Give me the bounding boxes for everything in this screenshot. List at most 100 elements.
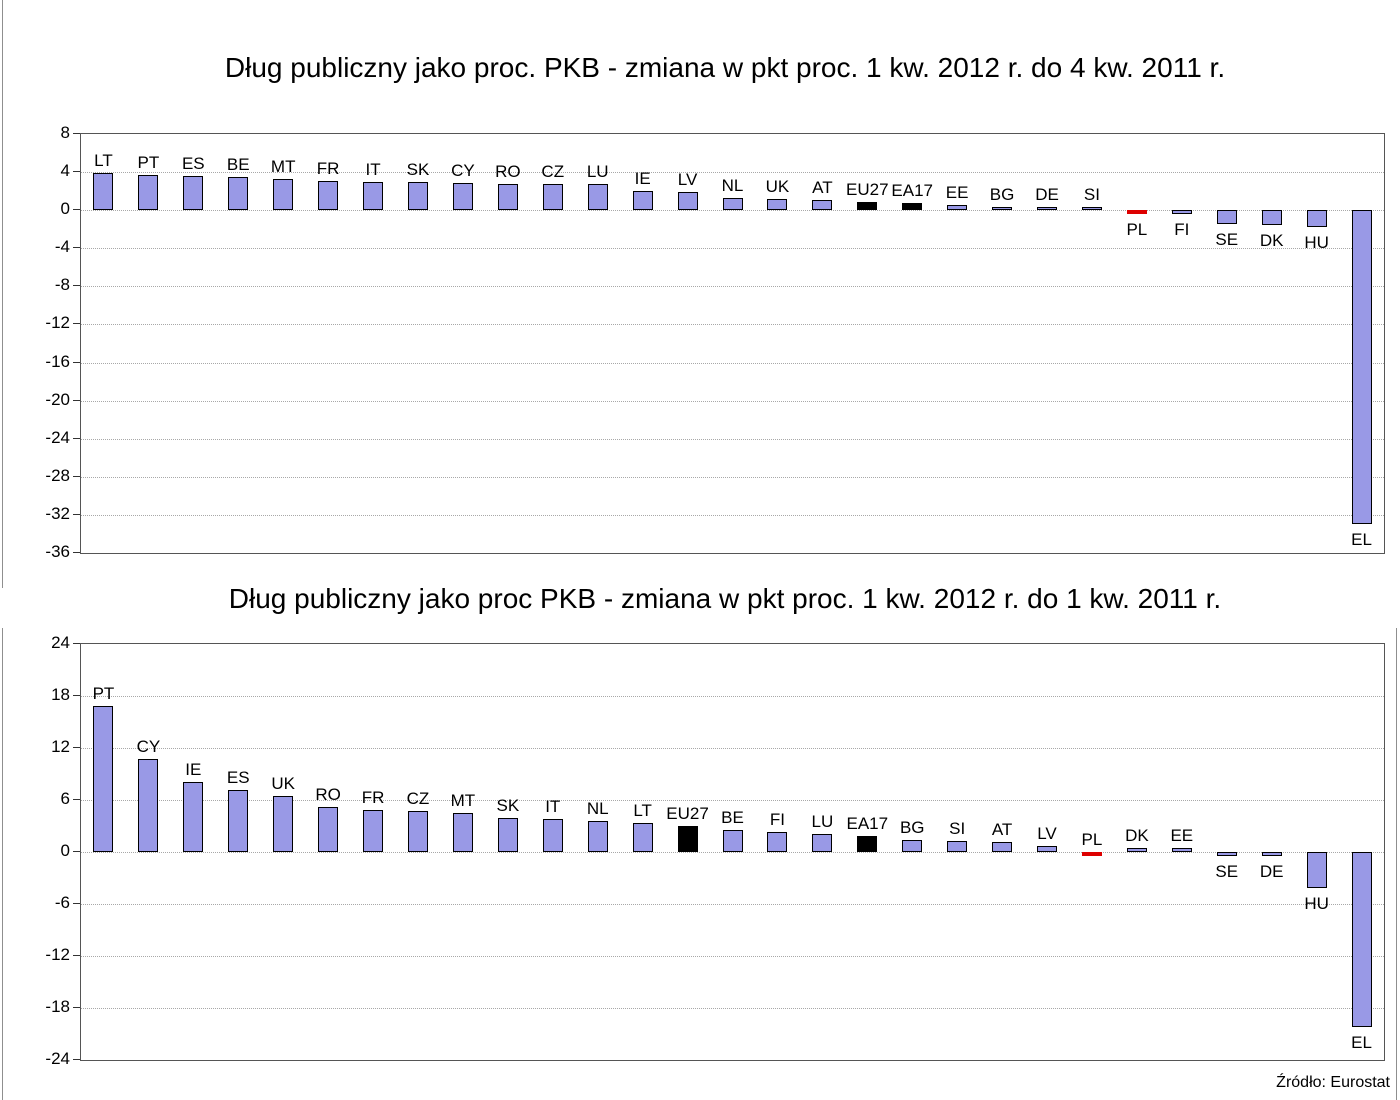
y-tick-mark — [73, 695, 80, 696]
y-tick-mark — [73, 513, 80, 515]
bar-FR — [363, 810, 384, 852]
y-tick-mark — [73, 851, 80, 852]
bar-AT — [992, 841, 1013, 852]
y-tick-label--18: -18 — [45, 997, 70, 1016]
bar-label-PL: PL — [1126, 219, 1148, 239]
bar-RO — [497, 183, 518, 211]
y-tick-mark — [73, 1059, 80, 1060]
y-tick-label--20: -20 — [45, 389, 70, 409]
bar-label-BE: BE — [226, 154, 250, 174]
y-tick-label--12: -12 — [45, 313, 70, 333]
bar-CZ — [542, 184, 563, 211]
y-tick-label--36: -36 — [45, 542, 70, 561]
bar-label-CZ: CZ — [406, 789, 430, 809]
bar-label-LU: LU — [811, 811, 834, 831]
y-tick-mark — [73, 171, 80, 173]
y-tick-label-18: 18 — [51, 685, 70, 704]
bar-label-UK: UK — [271, 773, 295, 793]
bar-IE — [183, 781, 204, 852]
bar-MT — [273, 178, 294, 211]
bar-label-LU: LU — [586, 162, 609, 182]
y-tick-mark — [73, 361, 80, 363]
bar-FI — [767, 832, 788, 852]
bar-label-NL: NL — [721, 175, 744, 195]
bar-label-BG: BG — [899, 817, 925, 837]
bar-label-LT: LT — [94, 151, 113, 171]
bar-label-DK: DK — [1125, 826, 1149, 846]
bar-label-SE: SE — [1215, 229, 1239, 249]
bar-NL — [587, 820, 608, 852]
bar-EE — [1171, 848, 1192, 852]
bar-HU — [1306, 852, 1327, 889]
y-tick-label--4: -4 — [54, 237, 70, 257]
y-tick-mark — [73, 747, 80, 748]
bar-MT — [452, 813, 473, 852]
bar-BE — [722, 830, 743, 852]
bar-label-DE: DE — [1035, 184, 1059, 204]
gridline--4 — [81, 248, 1384, 250]
bar-label-PT: PT — [92, 683, 115, 703]
y-tick-mark — [73, 209, 80, 211]
gridline-0 — [81, 852, 1384, 853]
bar-BG — [902, 839, 923, 852]
bar-LV — [677, 192, 698, 211]
bar-label-IE: IE — [185, 759, 202, 779]
bar-CY — [138, 759, 159, 852]
bar-label-EU27: EU27 — [846, 179, 889, 199]
y-tick-label--12: -12 — [45, 945, 70, 964]
bar-label-LT: LT — [633, 800, 652, 820]
bar-DE — [1037, 206, 1058, 211]
bar-label-MT: MT — [450, 791, 476, 810]
bar-EL — [1351, 210, 1372, 525]
y-tick-mark — [73, 955, 80, 956]
bar-IT — [363, 181, 384, 211]
bar-label-IT: IT — [545, 797, 561, 817]
y-tick-label--24: -24 — [45, 427, 70, 447]
bar-DE — [1261, 852, 1282, 857]
bar-label-UK: UK — [765, 176, 790, 196]
y-tick-label--24: -24 — [45, 1049, 70, 1068]
bar-BG — [992, 206, 1013, 211]
bar-label-EE: EE — [1170, 826, 1194, 846]
bar-label-EE: EE — [945, 183, 969, 203]
bar-SE — [1216, 210, 1237, 224]
bar-label-PT: PT — [137, 152, 160, 172]
y-tick-mark — [73, 285, 80, 287]
y-tick-mark — [73, 399, 80, 401]
bar-UK — [767, 198, 788, 211]
bar-SI — [947, 840, 968, 852]
bar-label-FI: FI — [1174, 219, 1190, 239]
bar-label-IT: IT — [365, 159, 381, 179]
bar-label-PL: PL — [1081, 830, 1103, 849]
bar-PL — [1126, 210, 1147, 214]
gridline--18 — [81, 1008, 1384, 1009]
bar-PL — [1081, 852, 1102, 856]
bar-SE — [1216, 852, 1237, 856]
bar-UK — [273, 795, 294, 852]
bar-label-AT: AT — [991, 819, 1013, 839]
bar-label-IE: IE — [634, 169, 651, 189]
y-tick-label-0: 0 — [60, 841, 70, 860]
bar-label-HU: HU — [1304, 894, 1329, 914]
gridline--6 — [81, 904, 1384, 905]
bar-LT — [93, 173, 114, 211]
gridline-12 — [81, 748, 1384, 749]
bar-label-LV: LV — [1037, 823, 1057, 843]
bar-EE — [947, 205, 968, 211]
gridline--28 — [81, 476, 1384, 478]
bar-BE — [228, 176, 249, 211]
bar-SK — [407, 181, 428, 211]
bar-SK — [497, 818, 518, 852]
y-tick-mark — [73, 437, 80, 439]
gridline--24 — [81, 438, 1384, 440]
bar-SI — [1081, 206, 1102, 211]
bar-label-CY: CY — [451, 160, 475, 180]
bar-NL — [722, 197, 743, 211]
bar-label-FR: FR — [361, 788, 385, 808]
bar-label-FI: FI — [769, 810, 785, 830]
bar-label-RO: RO — [315, 784, 341, 804]
y-tick-mark — [73, 1007, 80, 1008]
bar-label-HU: HU — [1304, 233, 1329, 253]
bar-ES — [228, 789, 249, 852]
